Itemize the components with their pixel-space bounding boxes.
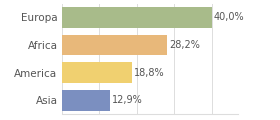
Text: 12,9%: 12,9%	[112, 95, 143, 105]
Text: 18,8%: 18,8%	[134, 68, 165, 78]
Bar	[62, 35, 167, 55]
Text: 28,2%: 28,2%	[170, 40, 200, 50]
Bar	[62, 90, 110, 111]
Text: 40,0%: 40,0%	[214, 12, 245, 22]
Bar	[62, 62, 132, 83]
Bar	[62, 7, 212, 28]
